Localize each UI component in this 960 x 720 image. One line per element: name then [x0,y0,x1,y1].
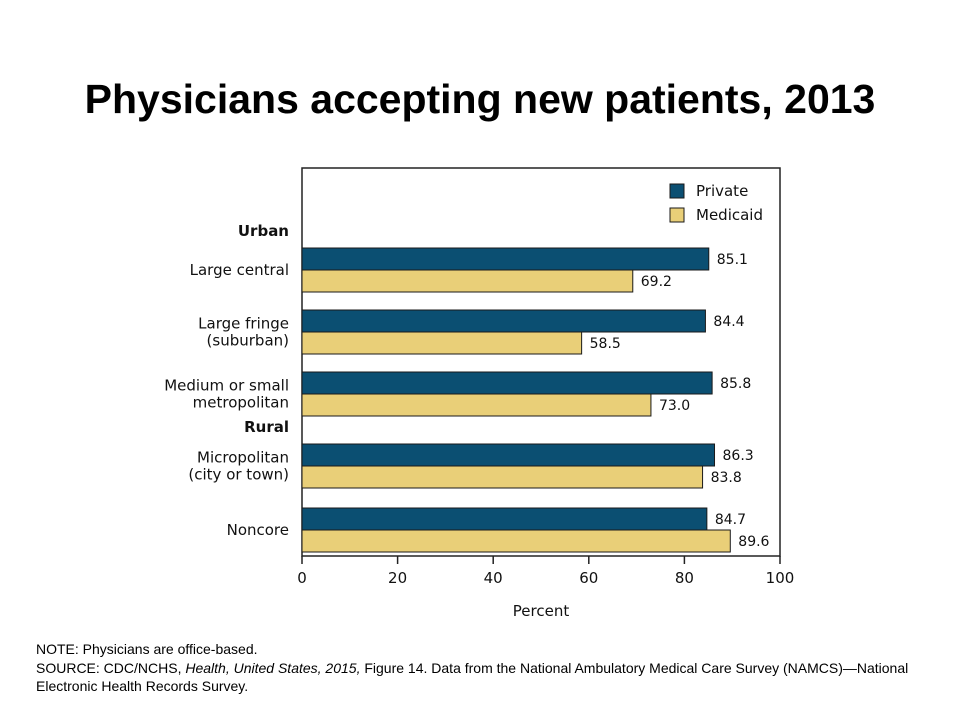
data-label: 73.0 [659,398,690,414]
category-label: Large fringe [198,315,289,333]
x-tick-label: 100 [766,569,795,587]
data-label: 85.1 [717,252,748,268]
category-label: Micropolitan [197,449,289,467]
group-label: Rural [244,418,289,436]
data-label: 58.5 [590,336,621,352]
category-label: Large central [190,261,289,279]
category-label: Medium or small [164,377,289,395]
x-tick-label: 40 [484,569,503,587]
data-label: 84.4 [713,314,744,330]
bar-private [301,507,708,531]
bar-medicaid [301,331,583,355]
x-tick-label: 20 [388,569,407,587]
legend-swatch-medicaid [669,207,685,223]
data-label: 85.8 [720,376,751,392]
group-label: Urban [238,222,289,240]
chart-title: Physicians accepting new patients, 2013 [84,76,876,122]
bar-private [301,309,706,333]
legend-label: Medicaid [696,206,763,224]
bar-private [301,443,716,467]
bar-medicaid [301,393,652,417]
note-text: NOTE: Physicians are office-based. [36,641,258,657]
bar-medicaid [301,529,731,553]
source-publication: Health, United States, 2015, [185,659,361,676]
data-label: 86.3 [723,448,754,464]
bar-private [301,371,713,395]
plot-frame [301,167,781,557]
bar-chart: 0 20 40 60 80 100 Percent Urban Rural 85.1 69.2 Lar… [164,167,795,620]
chart-notes: NOTE: Physicians are office-based. SOURC… [36,640,936,696]
category-label: (suburban) [207,332,289,350]
category-label: metropolitan [193,394,289,412]
category-label: (city or town) [188,466,289,484]
x-tick-label: 0 [297,569,307,587]
legend-swatch-private [669,183,685,199]
data-label: 89.6 [738,534,769,550]
x-tick-label: 80 [675,569,694,587]
source-text: SOURCE: CDC/NCHS, Health, United States,… [36,659,936,696]
data-label: 83.8 [711,470,742,486]
bar-medicaid [301,269,634,293]
data-label: 84.7 [715,512,746,528]
legend-label: Private [696,182,748,200]
data-label: 69.2 [641,274,672,290]
source-prefix: SOURCE: CDC/NCHS, [36,659,186,676]
category-label: Noncore [227,521,289,539]
x-axis-label: Percent [513,602,570,620]
source-suffix: Figure 14. Data from the National Ambula… [36,659,909,695]
x-tick-label: 60 [579,569,598,587]
bar-private [301,247,710,271]
bar-medicaid [301,465,704,489]
